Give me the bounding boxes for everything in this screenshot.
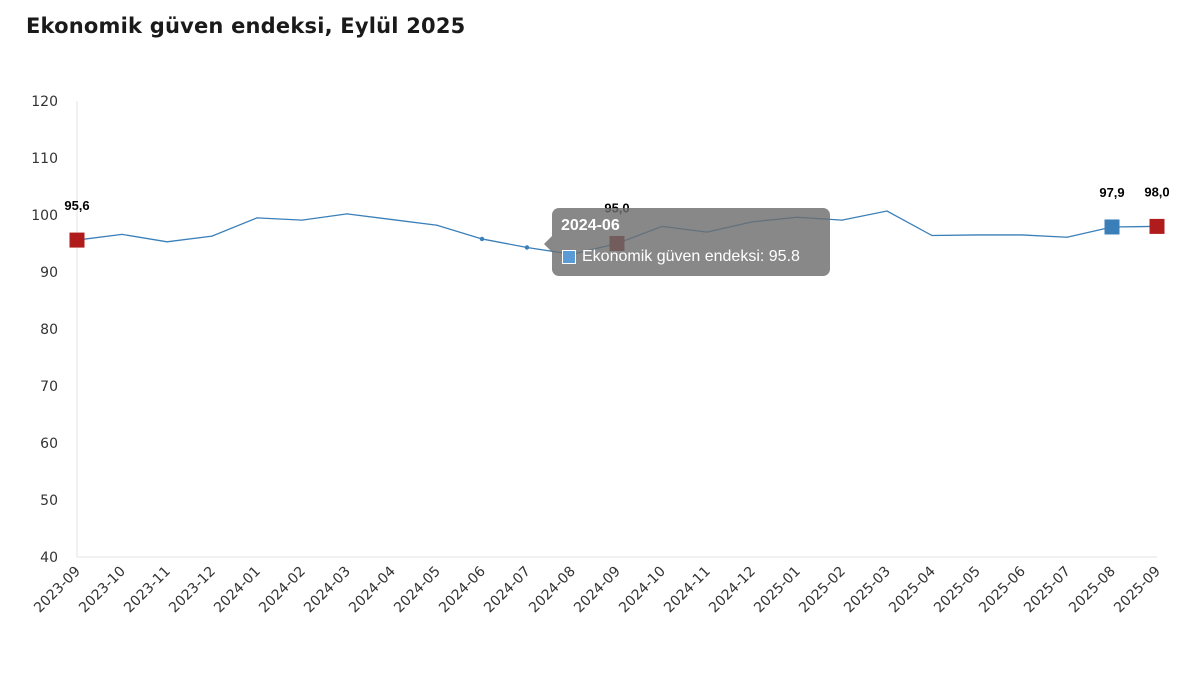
- hover-point[interactable]: [479, 236, 485, 242]
- x-tick-label: 2024-11: [661, 564, 714, 617]
- tooltip-body: Ekonomik güven endeksi: 95.8: [562, 248, 800, 266]
- data-point[interactable]: [346, 213, 348, 215]
- x-tick-label: 2024-09: [571, 564, 624, 617]
- data-point[interactable]: [1066, 236, 1068, 238]
- x-tick-label: 2024-02: [256, 564, 309, 617]
- tooltip-title: 2024-06: [561, 217, 620, 234]
- chart-tooltip: 2024-06 Ekonomik güven endeksi: 95.8: [544, 208, 830, 276]
- y-tick-label: 80: [40, 322, 58, 338]
- x-axis: 2023-092023-102023-112023-122024-012024-…: [31, 556, 1164, 617]
- y-tick-label: 50: [40, 493, 58, 509]
- x-tick-label: 2025-03: [841, 564, 894, 617]
- x-tick-label: 2023-11: [121, 564, 174, 617]
- data-point[interactable]: [211, 235, 213, 237]
- x-tick-label: 2024-05: [391, 564, 444, 617]
- data-label: 97,9: [1099, 185, 1124, 200]
- x-tick-label: 2024-04: [346, 563, 399, 616]
- data-point[interactable]: [841, 219, 843, 221]
- highlight-marker[interactable]: [69, 232, 85, 248]
- x-tick-label: 2024-10: [616, 564, 669, 617]
- y-tick-label: 70: [40, 379, 58, 395]
- y-tick-label: 60: [40, 436, 58, 452]
- x-tick-label: 2023-10: [76, 564, 129, 617]
- chart-title: Ekonomik güven endeksi, Eylül 2025: [26, 14, 466, 38]
- data-point[interactable]: [391, 218, 393, 221]
- data-label: 98,0: [1144, 184, 1169, 199]
- hover-point[interactable]: [524, 245, 530, 250]
- data-point[interactable]: [976, 234, 978, 236]
- x-tick-label: 2025-05: [931, 564, 984, 617]
- x-tick-label: 2023-12: [166, 564, 219, 617]
- data-point[interactable]: [256, 217, 258, 219]
- y-tick-label: 40: [40, 550, 58, 566]
- x-tick-label: 2025-02: [796, 564, 849, 617]
- x-tick-label: 2024-06: [436, 563, 489, 616]
- y-tick-label: 110: [31, 151, 58, 167]
- x-tick-label: 2024-01: [211, 564, 264, 617]
- highlight-marker[interactable]: [1104, 219, 1120, 235]
- data-point[interactable]: [121, 233, 123, 235]
- x-tick-label: 2025-09: [1111, 564, 1164, 617]
- x-tick-label: 2025-01: [751, 564, 804, 617]
- x-tick-label: 2024-07: [481, 564, 534, 617]
- x-tick-label: 2024-03: [301, 564, 354, 617]
- x-tick-label: 2025-04: [886, 563, 939, 616]
- y-tick-label: 120: [31, 94, 58, 110]
- y-axis: 40 50 60 70 80 90 100 110 120: [31, 94, 78, 566]
- data-point[interactable]: [931, 234, 933, 237]
- x-tick-label: 2025-06: [976, 563, 1029, 616]
- data-point[interactable]: [166, 241, 168, 243]
- x-tick-label: 2023-09: [31, 564, 84, 617]
- data-point[interactable]: [886, 210, 888, 212]
- data-point[interactable]: [1021, 234, 1023, 236]
- data-point[interactable]: [301, 219, 303, 221]
- x-tick-label: 2024-08: [526, 564, 579, 617]
- x-tick-label: 2025-08: [1066, 564, 1119, 617]
- data-point[interactable]: [436, 224, 438, 226]
- x-tick-label: 2025-07: [1021, 564, 1074, 617]
- tooltip-swatch: [562, 250, 576, 264]
- x-tick-label: 2024-12: [706, 564, 759, 617]
- y-tick-label: 100: [31, 208, 58, 224]
- data-label: 95,6: [64, 198, 89, 213]
- y-tick-label: 90: [40, 265, 58, 281]
- tooltip-text: Ekonomik güven endeksi: 95.8: [582, 248, 800, 265]
- highlight-marker[interactable]: [1149, 218, 1165, 234]
